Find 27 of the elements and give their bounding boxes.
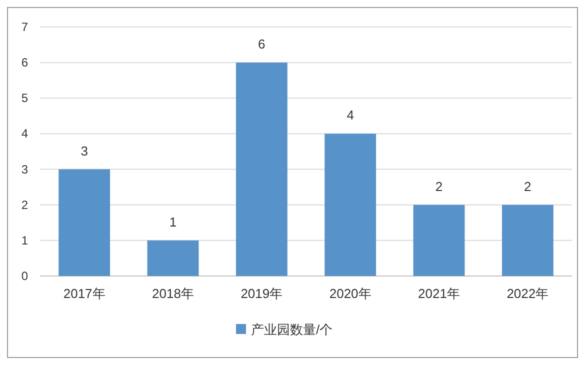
data-label: 2 bbox=[524, 178, 532, 194]
x-tick-label: 2017年 bbox=[63, 286, 106, 301]
y-tick-label: 1 bbox=[21, 233, 28, 248]
x-tick-label: 2020年 bbox=[329, 286, 372, 301]
legend-label: 产业园数量/个 bbox=[251, 322, 333, 337]
data-label: 6 bbox=[258, 36, 266, 52]
y-tick-label: 6 bbox=[21, 56, 28, 70]
x-tick-label: 2021年 bbox=[418, 286, 460, 301]
bar bbox=[502, 204, 554, 276]
x-tick-label: 2022年 bbox=[506, 286, 549, 301]
y-tick-label: 2 bbox=[21, 198, 28, 212]
data-label: 2 bbox=[435, 178, 443, 194]
bar bbox=[58, 169, 110, 276]
data-label: 1 bbox=[169, 214, 177, 230]
x-tick-label: 2018年 bbox=[152, 286, 194, 301]
bar bbox=[147, 240, 199, 276]
y-tick-label: 4 bbox=[21, 126, 28, 141]
bar bbox=[413, 204, 465, 276]
bar bbox=[236, 62, 288, 276]
bar bbox=[324, 134, 376, 276]
data-label: 4 bbox=[346, 108, 354, 123]
x-tick-label: 2019年 bbox=[240, 286, 283, 301]
y-tick-label: 0 bbox=[21, 269, 28, 283]
y-tick-label: 5 bbox=[21, 91, 28, 106]
y-tick-label: 7 bbox=[21, 20, 28, 34]
y-tick-label: 3 bbox=[21, 162, 28, 176]
data-label: 3 bbox=[80, 143, 88, 158]
